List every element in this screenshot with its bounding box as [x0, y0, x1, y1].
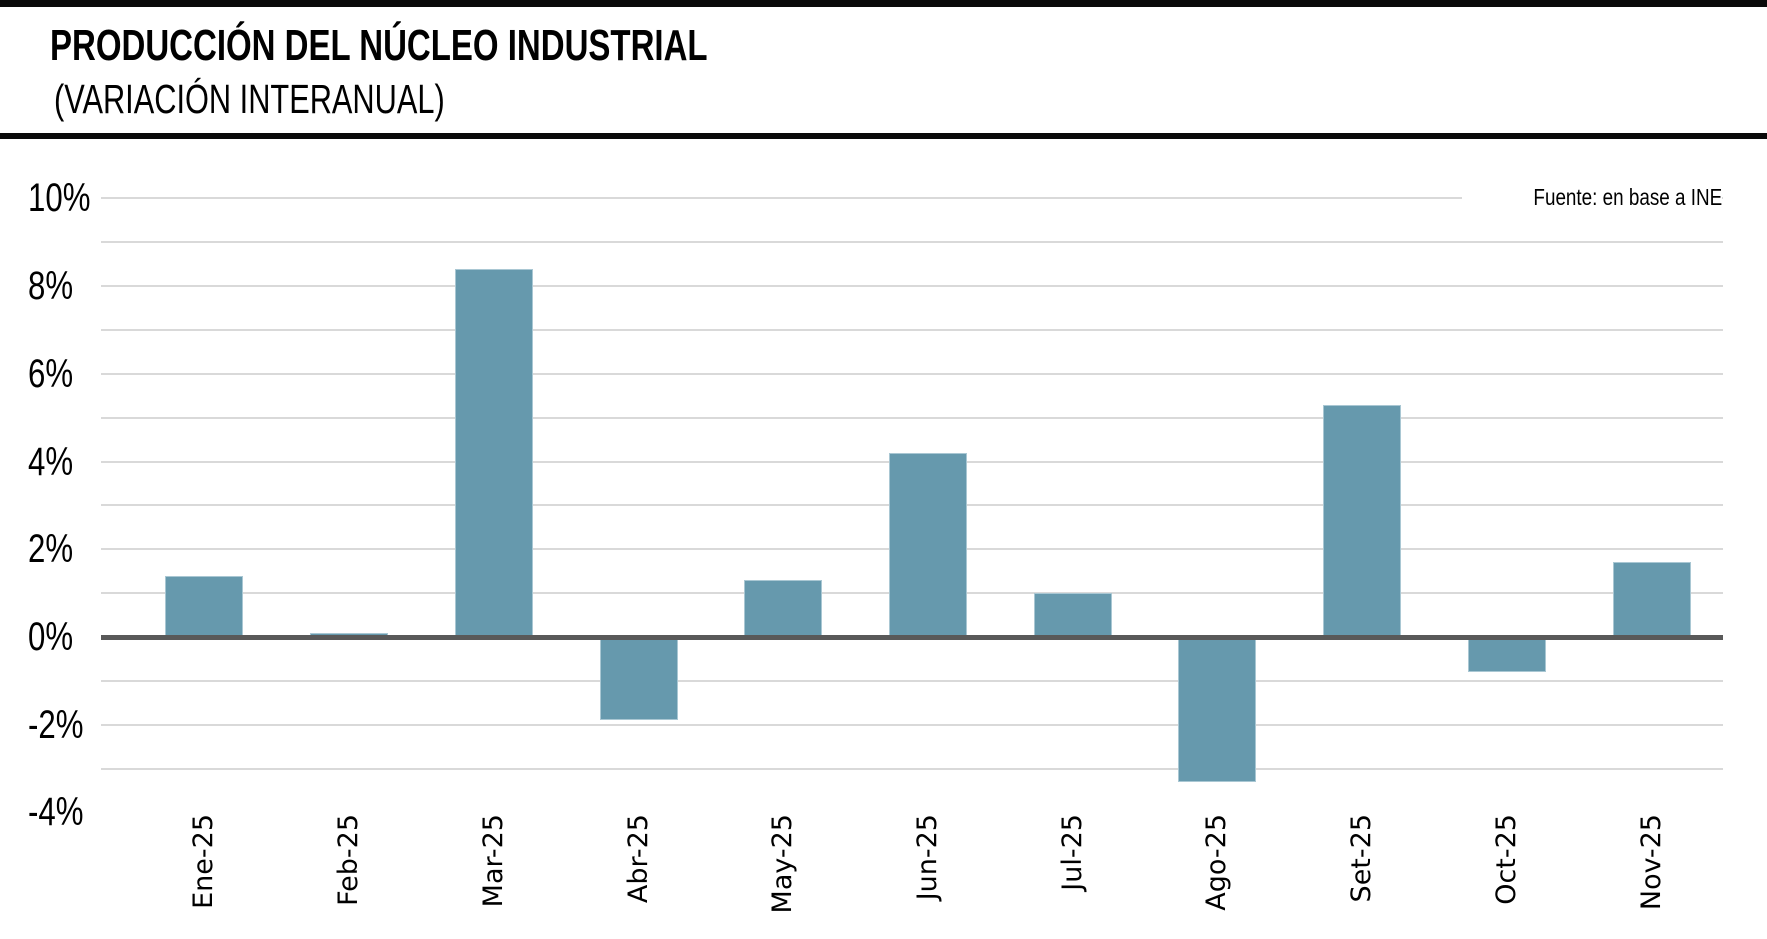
x-axis-label-mar-25: Mar-25 — [477, 814, 509, 908]
x-axis-label-nov-25: Nov-25 — [1635, 814, 1667, 911]
page-subtitle-text: (VARIACIÓN INTERANUAL) — [54, 76, 445, 122]
bar-nov-25 — [1612, 562, 1691, 637]
gridline--3pct — [101, 767, 1723, 770]
page-title: PRODUCCIÓN DEL NÚCLEO INDUSTRIAL — [50, 22, 927, 70]
top-border-bar — [0, 0, 1767, 7]
gridline--1pct — [101, 679, 1723, 682]
gridline--2pct — [101, 723, 1723, 726]
source-label-text: Fuente: en base a INE — [1533, 184, 1722, 210]
source-label: Fuente: en base a INE — [1461, 183, 1722, 211]
bar-jul-25 — [1033, 593, 1112, 637]
y-axis-tick-label: -2% — [28, 702, 84, 747]
header-divider — [0, 133, 1767, 139]
bar-set-25 — [1323, 404, 1402, 637]
y-axis-tick-label: 2% — [28, 527, 74, 572]
y-axis-tick-label: 0% — [28, 615, 74, 659]
zero-axis-line — [101, 634, 1723, 640]
x-axis-label-ago-25: Ago-25 — [1201, 814, 1233, 911]
x-axis-label-set-25: Set-25 — [1346, 814, 1378, 903]
y-axis-tick-label: -4% — [28, 790, 84, 835]
y-axis-tick-label: 10% — [28, 176, 91, 221]
x-axis-label-ene-25: Ene-25 — [188, 814, 220, 909]
y-axis-tick-label: 6% — [28, 351, 74, 396]
gridline-9pct — [101, 241, 1723, 244]
y-axis-tick-label: 8% — [28, 264, 74, 309]
bar-jun-25 — [889, 452, 967, 637]
gridline-5pct — [101, 416, 1723, 419]
bar-ago-25 — [1178, 637, 1257, 782]
y-axis-tick-label: 4% — [28, 439, 74, 484]
gridline-10pct — [101, 197, 1723, 200]
x-axis-label-jul-25: Jul-25 — [1056, 814, 1088, 891]
x-axis-label-may-25: May-25 — [767, 814, 799, 914]
page-subtitle: (VARIACIÓN INTERANUAL) — [54, 76, 575, 122]
bar-mar-25 — [454, 268, 533, 637]
page-title-text: PRODUCCIÓN DEL NÚCLEO INDUSTRIAL — [50, 21, 708, 70]
x-axis-label-oct-25: Oct-25 — [1490, 814, 1522, 905]
gridline-8pct — [101, 285, 1723, 288]
bar-oct-25 — [1467, 637, 1546, 673]
x-axis-label-abr-25: Abr-25 — [622, 814, 654, 904]
gridline-6pct — [101, 372, 1723, 375]
x-axis-label-feb-25: Feb-25 — [333, 814, 365, 906]
bar-may-25 — [744, 579, 823, 637]
gridline-7pct — [101, 329, 1723, 331]
x-axis-label-jun-25: Jun-25 — [912, 814, 943, 901]
bar-abr-25 — [599, 637, 678, 721]
bar-ene-25 — [165, 575, 244, 637]
